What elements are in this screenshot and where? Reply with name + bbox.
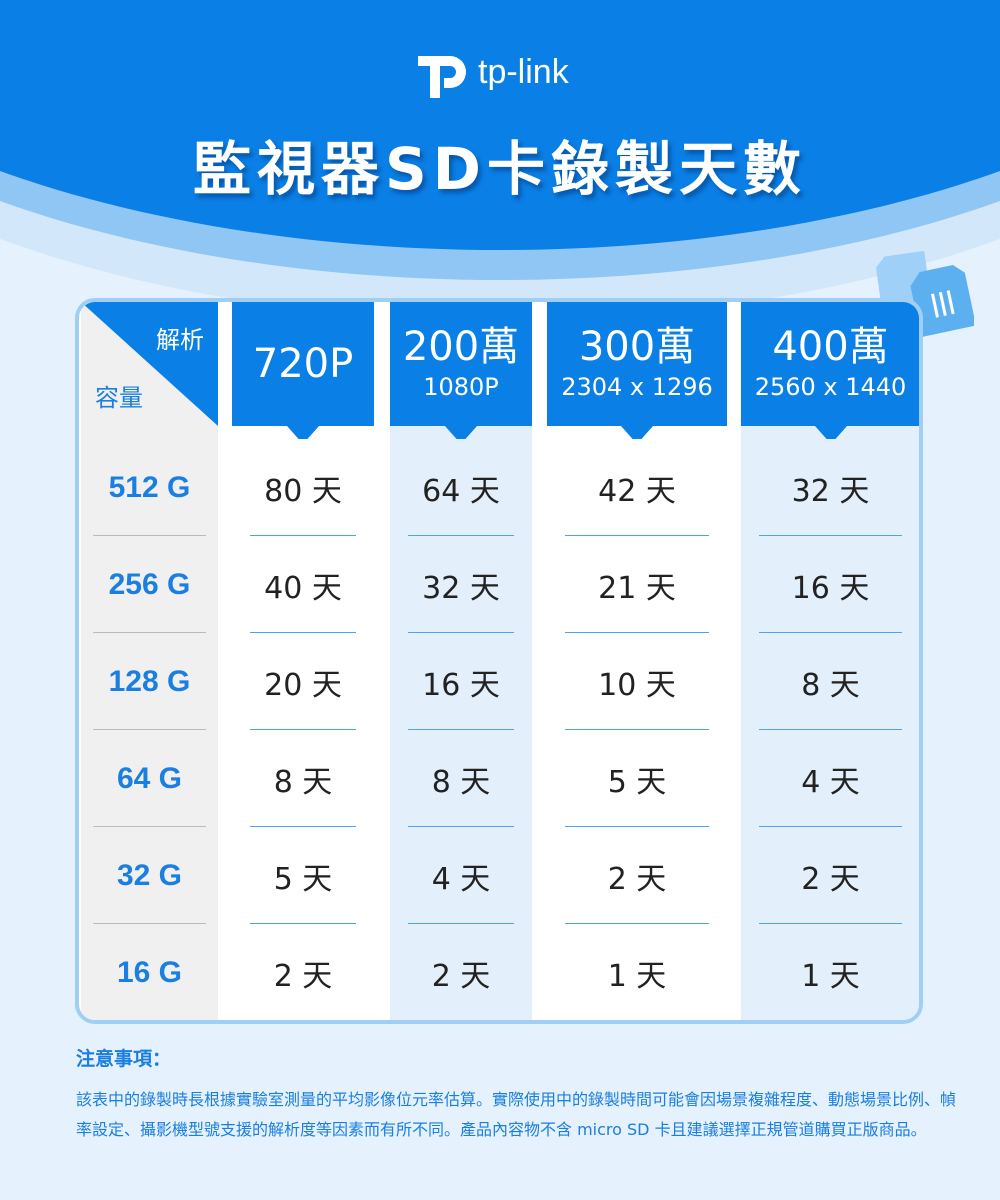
days-cell: 1 天: [607, 958, 667, 994]
column-subtitle: 2304 x 1296: [561, 373, 713, 401]
tp-link-logo-icon: [418, 56, 466, 98]
column-header: 200萬 1080P: [390, 302, 532, 426]
days-cell: 32 天: [390, 536, 532, 633]
column-subtitle: 2560 x 1440: [754, 373, 907, 401]
days-cell: 4 天: [390, 827, 532, 924]
capacity-cell: 512 G: [81, 439, 218, 536]
days-cell: 42 天: [547, 439, 727, 536]
days-cell: 16 天: [741, 536, 919, 633]
recording-days-table: 解析 容量 512 G 256 G 128 G 64 G 32 G 16 G 7…: [75, 298, 923, 1024]
capacity-cell: 128 G: [81, 633, 218, 730]
days-cell: 4 天: [741, 730, 919, 827]
days-cell: 8 天: [390, 730, 532, 827]
days-cell: 2 天: [741, 827, 919, 924]
capacity-cell: 16 G: [116, 955, 183, 989]
days-cell: 8 天: [741, 633, 919, 730]
column-header: 300萬 2304 x 1296: [547, 302, 727, 426]
sd-card-icon: [876, 250, 974, 338]
capacity-label: 容量: [95, 384, 143, 412]
column-title: 720P: [252, 341, 354, 387]
days-cell: 5 天: [232, 827, 374, 924]
days-cell: 80 天: [232, 439, 374, 536]
brand-name: tp-link: [478, 52, 569, 91]
days-cell: 64 天: [390, 439, 532, 536]
days-cell: 21 天: [547, 536, 727, 633]
column-title: 400萬: [772, 324, 889, 370]
days-cell: 10 天: [547, 633, 727, 730]
notes-text: 該表中的錄製時長根據實驗室測量的平均影像位元率估算。實際使用中的錄製時間可能會因…: [76, 1090, 957, 1139]
notes-section: 注意事項： 該表中的錄製時長根據實驗室測量的平均影像位元率估算。實際使用中的錄製…: [76, 1044, 966, 1145]
days-cell: 32 天: [741, 439, 919, 536]
capacity-column: 解析 容量 512 G 256 G 128 G 64 G 32 G 16 G: [81, 302, 218, 1020]
days-cell: 1 天: [801, 958, 860, 994]
column-title: 300萬: [578, 324, 696, 370]
days-cell: 20 天: [232, 633, 374, 730]
days-cell: 2 天: [431, 958, 491, 994]
capacity-cell: 32 G: [81, 827, 218, 924]
days-cell: 2 天: [547, 827, 727, 924]
days-cell: 16 天: [390, 633, 532, 730]
days-cell: 2 天: [273, 958, 333, 994]
days-cell: 40 天: [232, 536, 374, 633]
column-subtitle: 1080P: [423, 373, 499, 401]
tp-link-logo: tp-link: [410, 42, 569, 102]
column-header: 720P: [232, 302, 374, 426]
capacity-cell: 64 G: [81, 730, 218, 827]
days-cell: 5 天: [547, 730, 727, 827]
page-title: 監視器SD卡錄製天數: [193, 135, 807, 203]
corner-header: 解析 容量: [81, 302, 218, 426]
notes-heading: 注意事項：: [76, 1048, 172, 1070]
header-banner: [0, 0, 1000, 330]
column-header: 400萬 2560 x 1440: [741, 302, 919, 426]
days-cell: 8 天: [232, 730, 374, 827]
column-title: 200萬: [402, 324, 520, 370]
capacity-cell: 256 G: [81, 536, 218, 633]
resolution-label: 解析: [156, 326, 204, 354]
